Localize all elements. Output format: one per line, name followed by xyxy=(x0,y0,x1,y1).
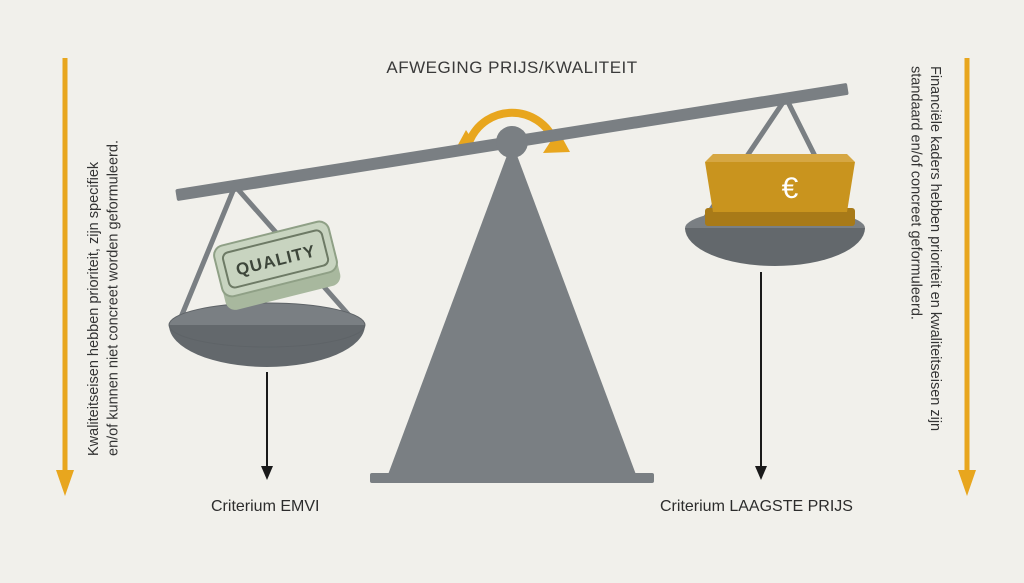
left-vertical-caption: Kwaliteitseisen hebben prioriteit, zijn … xyxy=(85,66,124,456)
right-criterion-label: Criterium LAAGSTE PRIJS xyxy=(660,498,853,516)
right-criterion-arrow-icon xyxy=(755,272,767,480)
left-pan xyxy=(169,303,365,367)
pivot-ball xyxy=(496,126,528,158)
left-criterion-label: Criterium EMVI xyxy=(211,498,319,516)
fulcrum-base xyxy=(370,473,654,483)
left-criterion-arrow-icon xyxy=(261,372,273,480)
left-down-arrow-icon xyxy=(54,58,76,498)
euro-symbol: € xyxy=(782,172,799,205)
fulcrum-triangle xyxy=(386,142,638,480)
right-down-arrow-icon xyxy=(956,58,978,498)
balance-scale-diagram: QUALITY € xyxy=(150,60,874,520)
right-caption-line2: standaard en/of concreet geformuleerd. xyxy=(907,66,923,320)
euro-gold-bar-icon: € xyxy=(705,154,855,226)
left-caption-line1: Kwaliteitseisen hebben prioriteit, zijn … xyxy=(86,162,102,456)
left-caption-line2: en/of kunnen niet concreet worden geform… xyxy=(106,140,122,456)
right-caption-line1: Financiële kaders hebben prioriteit en k… xyxy=(927,66,943,431)
right-vertical-caption: Financiële kaders hebben prioriteit en k… xyxy=(905,66,944,456)
quality-badge-icon: QUALITY xyxy=(212,219,342,312)
